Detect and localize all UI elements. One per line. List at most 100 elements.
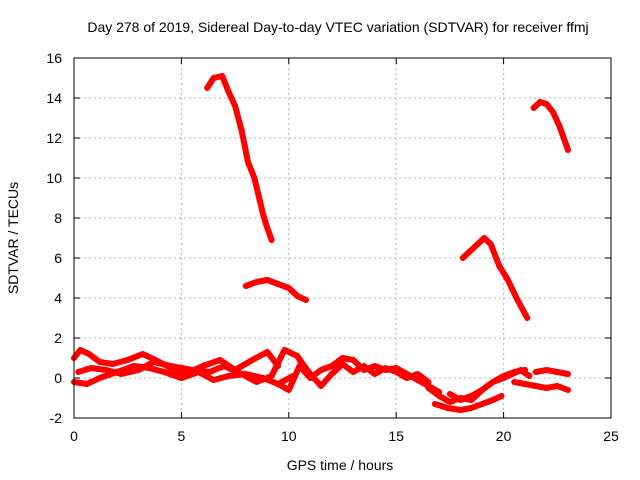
chart-title: Day 278 of 2019, Sidereal Day-to-day VTE… [87,19,588,35]
grid [74,58,611,418]
x-tick-label: 15 [388,428,404,444]
data-point [240,135,247,141]
data-point [235,115,242,121]
data-point [264,374,271,381]
data-point [487,241,494,247]
data-point [238,371,245,377]
data-point [489,246,496,253]
data-point [281,347,288,353]
data-point [509,286,516,292]
data-point [494,257,501,264]
data-point [222,81,229,87]
data-point [75,369,82,375]
data-point [101,373,108,380]
data-point [304,367,311,374]
data-point [268,237,275,243]
data-point [110,369,117,375]
data-point [214,376,221,382]
data-point [163,362,170,368]
data-point [256,353,263,359]
data-point [253,379,260,385]
x-axis-label: GPS time / hours [287,457,394,473]
data-point [78,368,85,374]
data-point [271,366,278,373]
data-point [146,361,153,367]
series-late-2 [431,393,505,413]
data-point [225,89,232,95]
data-point [213,366,220,372]
data-point [182,373,189,380]
data-point [210,377,217,383]
data-point [212,358,219,365]
data-point [153,367,160,373]
data-point [264,225,271,231]
series-late-5 [532,367,572,377]
data-point [287,350,294,356]
data-point [496,263,503,269]
series-arc-A [204,73,275,243]
y-tick-label: 14 [46,90,62,106]
data-points [71,73,572,413]
data-point [502,273,509,280]
data-point [186,372,193,378]
data-point [103,367,110,373]
data-point [266,231,273,237]
data-point [165,370,172,377]
data-point [561,136,568,143]
data-point [124,357,131,363]
data-point [242,373,249,379]
data-point [227,92,234,99]
data-point [90,378,97,384]
data-point [233,109,240,115]
data-point [106,368,113,374]
data-point [513,295,520,301]
data-point [293,369,300,375]
data-point [230,99,237,106]
data-point [208,360,215,366]
data-point [519,307,526,313]
data-point [550,109,557,115]
data-point [265,228,272,234]
data-point [559,132,566,138]
series-mid-2 [296,357,432,389]
data-point [169,372,176,378]
series-late-3 [446,367,533,403]
data-point [234,369,241,375]
data-point [252,179,259,186]
data-point [159,361,166,367]
data-point [173,364,180,370]
data-point [269,356,276,362]
data-point [183,366,190,372]
data-point [284,348,291,355]
data-point [263,221,270,228]
data-point [565,147,572,153]
data-point [255,193,262,199]
data-point [131,368,138,374]
data-point [498,266,505,273]
data-point [278,353,285,360]
data-point [244,159,251,165]
y-tick-label: 10 [46,170,62,186]
y-tick-label: 8 [54,210,62,226]
data-point [236,364,243,371]
data-point [507,281,514,288]
data-point [178,375,185,381]
data-point [149,366,156,372]
y-tick-label: 12 [46,130,62,146]
data-point [221,374,228,380]
data-point [84,366,91,372]
data-point [241,143,248,149]
data-point [282,377,289,383]
data-point [139,365,146,371]
data-point [526,373,533,379]
data-point [87,379,94,386]
data-point [268,373,275,379]
data-point [154,360,161,366]
data-point [232,103,239,109]
data-point [425,379,432,385]
series-arc-B [242,277,309,303]
data-point [556,123,563,129]
data-point [285,387,292,393]
data-point [558,127,565,134]
